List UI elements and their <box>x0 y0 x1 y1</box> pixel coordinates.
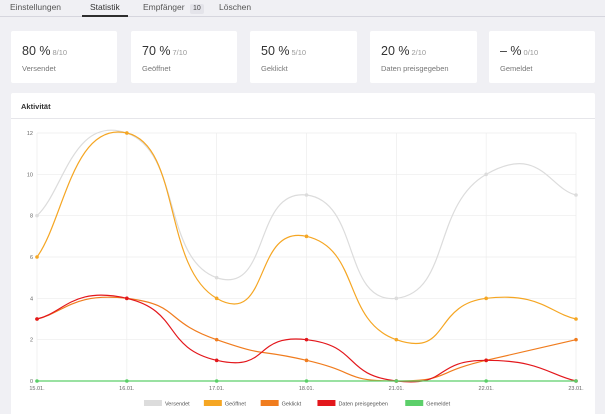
stat-value: – % <box>500 44 522 58</box>
stat-label: Geklickt <box>261 64 288 73</box>
data-point <box>304 358 309 363</box>
data-point <box>304 234 309 239</box>
data-point <box>304 193 309 197</box>
data-point <box>394 337 399 342</box>
tab-bar: Einstellungen Statistik Empfänger 10 Lös… <box>0 0 605 17</box>
data-point <box>304 337 309 342</box>
x-tick-label: 17.01. <box>209 386 225 392</box>
legend-label: Geöffnet <box>225 402 246 408</box>
tab-einstellungen[interactable]: Einstellungen <box>10 2 61 17</box>
stat-fraction: 2/10 <box>411 48 427 57</box>
stat-label: Gemeldet <box>500 64 533 73</box>
activity-panel: Aktivität 0 2 4 6 8 10 12 15.01. 16.01. 17.01. 18.… <box>11 93 595 414</box>
y-tick-label: 4 <box>30 296 33 302</box>
tab-empfaenger[interactable]: Empfänger 10 <box>143 2 204 17</box>
tab-label: Empfänger <box>143 2 185 12</box>
y-tick-label: 8 <box>30 214 33 220</box>
stat-value: 70 % <box>142 44 171 58</box>
y-tick-label: 10 <box>27 172 33 178</box>
stat-card-gemeldet: – % 0/10 Gemeldet <box>489 31 595 83</box>
legend-label: Gemeldet <box>426 402 450 408</box>
data-point <box>125 379 129 383</box>
legend-label: Geklickt <box>282 402 302 408</box>
stat-label: Versendet <box>22 64 56 73</box>
legend-swatch <box>203 400 222 406</box>
stat-card-versendet: 80 % 8/10 Versendet <box>11 31 117 83</box>
stat-value-line: – % 0/10 <box>500 44 538 58</box>
stat-fraction: 0/10 <box>523 48 539 57</box>
stat-fraction: 5/10 <box>291 48 307 57</box>
stat-card-geoeffnet: 70 % 7/10 Geöffnet <box>131 31 237 83</box>
data-point <box>125 131 129 135</box>
panel-title: Aktivität <box>21 102 51 111</box>
activity-chart: 0 2 4 6 8 10 12 15.01. 16.01. 17.01. 18.01. 21.01. 2… <box>27 129 584 408</box>
data-point <box>574 337 578 342</box>
stat-value-line: 70 % 7/10 <box>142 44 187 58</box>
tab-label: Einstellungen <box>10 2 62 12</box>
data-point <box>484 296 488 301</box>
stat-card-geklickt: 50 % 5/10 Geklickt <box>250 31 357 83</box>
stat-card-daten-preisgegeben: 20 % 2/10 Daten preisgegeben <box>370 31 477 83</box>
data-point <box>214 379 219 383</box>
stat-fraction: 7/10 <box>172 48 188 57</box>
data-point <box>35 213 39 218</box>
y-tick-label: 0 <box>30 379 33 385</box>
recipient-count-badge: 10 <box>189 4 204 14</box>
data-point <box>125 296 129 301</box>
x-tick-label: 15.01. <box>29 386 45 392</box>
y-tick-label: 6 <box>30 255 33 261</box>
data-point <box>484 172 488 177</box>
x-tick-label: 21.01. <box>389 386 405 392</box>
y-tick-label: 12 <box>27 131 33 137</box>
data-point <box>35 255 39 259</box>
data-point <box>484 379 488 383</box>
data-point <box>574 193 578 197</box>
tab-statistik[interactable]: Statistik <box>82 2 128 17</box>
stat-value: 20 % <box>381 44 410 58</box>
y-tick-label: 2 <box>30 338 33 344</box>
tab-loeschen[interactable]: Löschen <box>219 2 251 17</box>
x-tick-label: 16.01. <box>119 386 135 392</box>
legend-swatch <box>260 400 279 406</box>
data-point <box>214 275 219 280</box>
stat-label: Daten preisgegeben <box>381 64 449 73</box>
stat-value: 50 % <box>261 44 290 58</box>
x-tick-label: 22.01. <box>479 386 495 392</box>
data-point <box>214 337 219 342</box>
tab-label: Statistik <box>90 2 120 12</box>
data-point <box>394 379 399 383</box>
data-point <box>394 296 399 301</box>
data-point <box>304 379 309 383</box>
data-point <box>214 358 219 363</box>
stat-value-line: 20 % 2/10 <box>381 44 426 58</box>
data-point <box>35 379 39 383</box>
legend-label: Daten preisgegeben <box>338 402 388 408</box>
stat-value-line: 80 % 8/10 <box>22 44 67 58</box>
data-point <box>214 296 219 301</box>
stat-label: Geöffnet <box>142 64 171 73</box>
x-tick-label: 23.01. <box>568 386 584 392</box>
data-point <box>484 358 488 363</box>
data-point <box>574 317 578 321</box>
x-tick-label: 18.01. <box>299 386 315 392</box>
stat-fraction: 8/10 <box>52 48 68 57</box>
legend-swatch <box>143 400 162 406</box>
stat-value: 80 % <box>22 44 51 58</box>
legend-swatch <box>317 400 336 406</box>
tab-label: Löschen <box>219 2 252 12</box>
legend-swatch <box>405 400 424 406</box>
stat-value-line: 50 % 5/10 <box>261 44 306 58</box>
data-point <box>574 379 578 383</box>
panel-divider <box>11 118 595 119</box>
legend-label: Versendet <box>165 402 190 408</box>
data-point <box>35 317 39 321</box>
